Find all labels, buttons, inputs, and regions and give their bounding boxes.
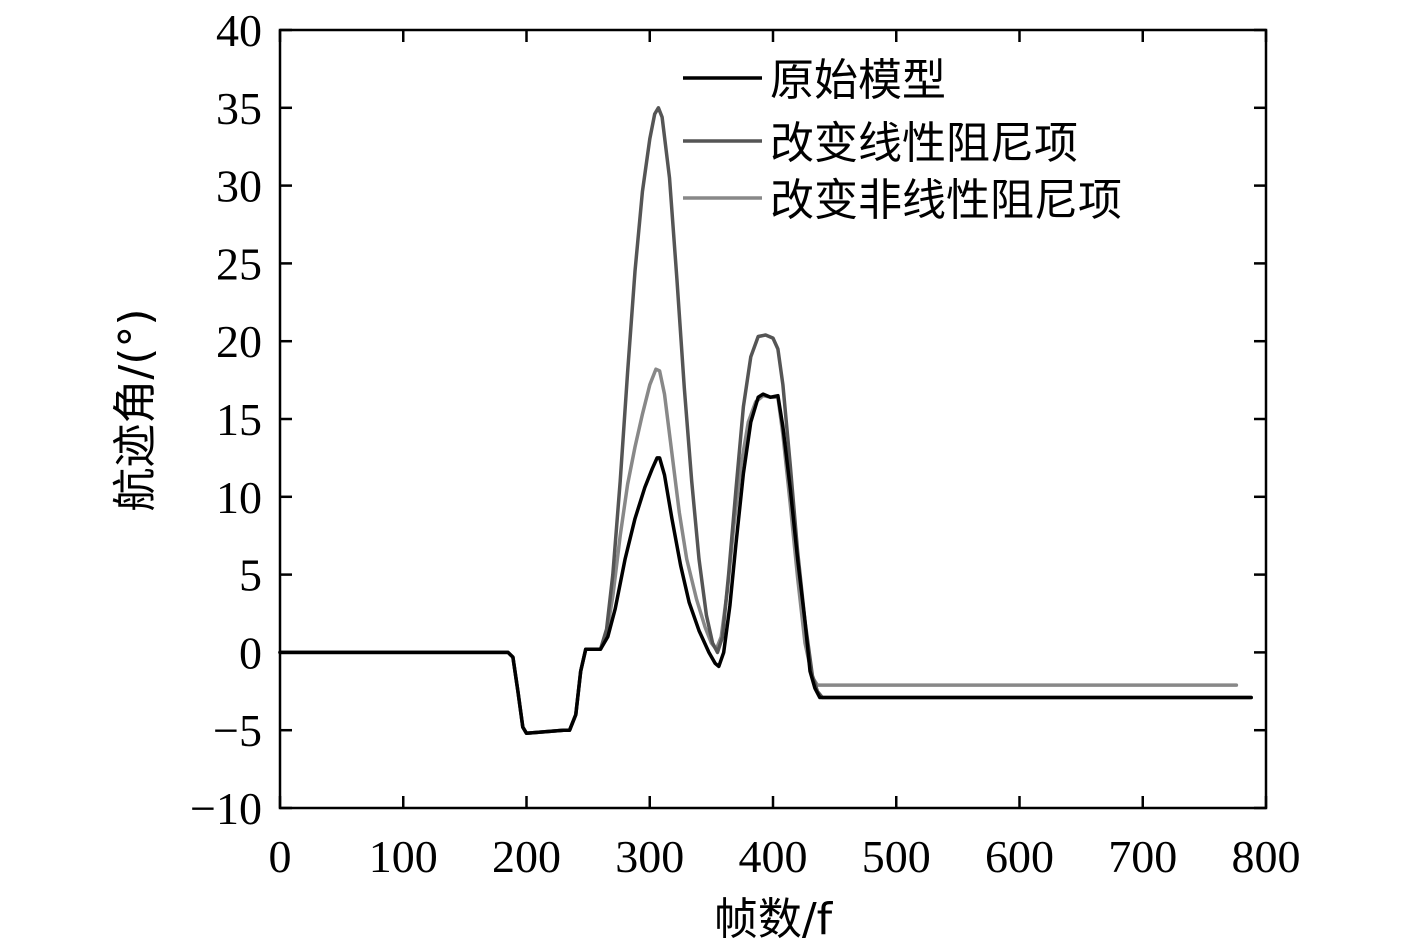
series-line-3 (278, 367, 1239, 736)
y-tick-label: −10 (190, 783, 262, 834)
legend-label-original: 原始模型 (770, 55, 946, 106)
y-axis-title: 航迹角/(°) (110, 308, 161, 511)
y-tick-label: 20 (216, 316, 262, 367)
x-tick-label: 300 (615, 831, 684, 882)
x-tick-label: 0 (269, 831, 292, 882)
y-tick-label: 40 (216, 5, 262, 56)
series-layer (278, 106, 1253, 736)
y-tick-label: 5 (239, 550, 262, 601)
y-tick-label: 10 (216, 472, 262, 523)
y-tick-label: −5 (213, 705, 262, 756)
legend: 原始模型 改变线性阻尼项 改变非线性阻尼项 (683, 55, 1122, 226)
legend-label-nonlinear-damping: 改变非线性阻尼项 (770, 175, 1122, 226)
x-tick-label: 800 (1232, 831, 1301, 882)
y-tick-label: 35 (216, 83, 262, 134)
x-tick-label: 500 (862, 831, 931, 882)
y-tick-label: 15 (216, 394, 262, 445)
y-tick-label: 30 (216, 161, 262, 212)
x-tick-label: 400 (739, 831, 808, 882)
x-tick-label: 200 (492, 831, 561, 882)
y-tick-label: 0 (239, 627, 262, 678)
series-line-1 (278, 392, 1253, 736)
x-tick-labels: 0 100 200 300 400 500 600 700 800 (269, 831, 1301, 882)
x-axis-title: 帧数/f (714, 894, 834, 945)
ticks-layer (278, 28, 1268, 810)
x-tick-label: 700 (1108, 831, 1177, 882)
y-tick-label: 25 (216, 238, 262, 289)
y-tick-labels: −10 −5 0 5 10 15 20 25 30 35 40 (190, 5, 262, 834)
x-tick-label: 600 (985, 831, 1054, 882)
legend-label-linear-damping: 改变线性阻尼项 (770, 118, 1078, 169)
x-tick-label: 100 (369, 831, 438, 882)
